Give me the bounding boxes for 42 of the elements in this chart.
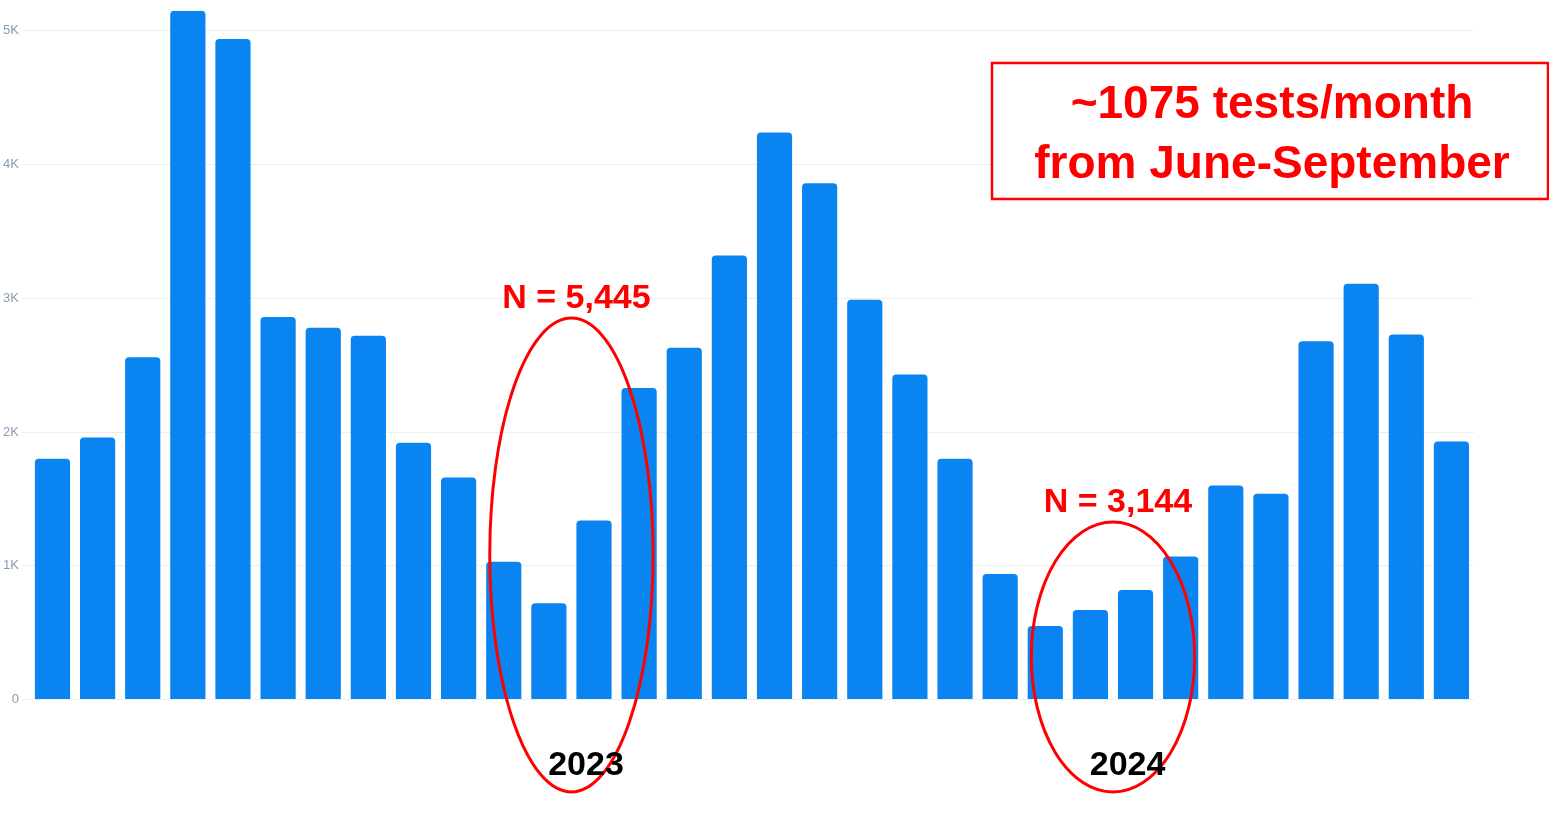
bar bbox=[576, 520, 612, 700]
bar bbox=[1072, 609, 1109, 700]
bar bbox=[125, 357, 161, 700]
bar bbox=[937, 458, 973, 700]
bar bbox=[847, 299, 883, 700]
bar bbox=[395, 442, 432, 700]
bar bbox=[441, 477, 477, 700]
bar bbox=[170, 10, 206, 700]
bar bbox=[260, 317, 296, 700]
bar bbox=[34, 458, 71, 700]
bar bbox=[756, 132, 793, 700]
bar bbox=[215, 38, 251, 700]
annotation: N = 3,144 bbox=[1043, 481, 1193, 519]
y-tick-label: 3K bbox=[2, 289, 20, 305]
annotation: N = 5,445 bbox=[502, 277, 651, 315]
bar bbox=[711, 255, 747, 700]
bar bbox=[1027, 626, 1063, 700]
bar bbox=[486, 561, 522, 700]
bar bbox=[1433, 441, 1470, 700]
text: 2024 bbox=[1089, 744, 1166, 782]
y-tick-label: 2K bbox=[2, 423, 20, 439]
bar bbox=[1208, 485, 1244, 700]
bar bbox=[1343, 283, 1379, 700]
annotation: ~1075 tests/month from June-September bbox=[1034, 76, 1510, 188]
y-tick-label: 5K bbox=[2, 22, 20, 38]
bar bbox=[982, 573, 1018, 700]
y-tick-label: 0 bbox=[11, 691, 19, 707]
bar bbox=[531, 603, 567, 700]
y-tick-label: 4K bbox=[2, 156, 20, 172]
bar bbox=[1298, 341, 1334, 700]
bar bbox=[802, 183, 838, 700]
bar bbox=[1253, 493, 1289, 700]
bar bbox=[621, 387, 657, 700]
y-tick-label: 1K bbox=[2, 557, 20, 573]
bar bbox=[1163, 556, 1199, 700]
bar bbox=[305, 327, 341, 700]
bar bbox=[892, 374, 928, 700]
bar bbox=[666, 347, 702, 700]
bar bbox=[1117, 589, 1154, 700]
bar bbox=[1388, 334, 1424, 700]
bar bbox=[79, 437, 116, 700]
bar bbox=[350, 335, 386, 700]
